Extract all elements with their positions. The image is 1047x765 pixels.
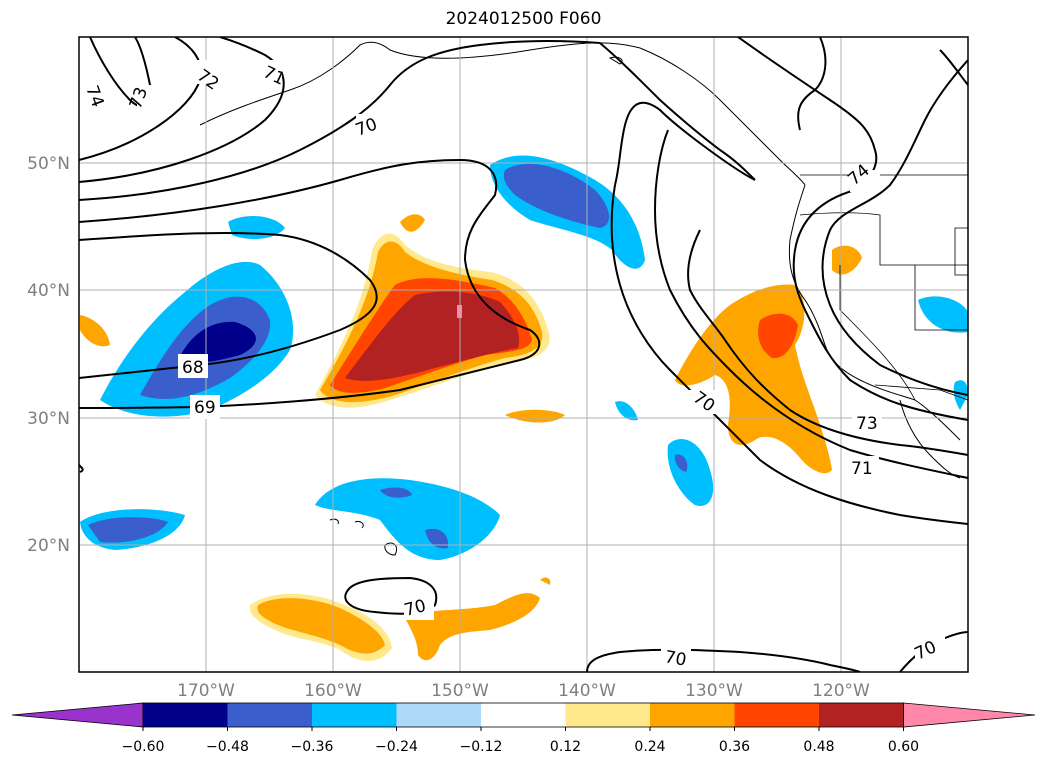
lat-label-40n: 40°N	[27, 281, 70, 301]
colorbar-segment	[481, 703, 566, 727]
contour-labels: 74 73 72 71 70 68 69 70 70 73 71 74 70 7…	[81, 60, 945, 671]
colorbar: −0.60 −0.48 −0.36 −0.24 −0.12 0.12 0.24 0.36 0.4…	[11, 702, 1036, 755]
colorbar-tick-label: −0.36	[291, 739, 334, 755]
lat-label-20n: 20°N	[27, 536, 70, 556]
contour-label-73-east: 73	[856, 414, 878, 434]
colorbar-segment	[396, 703, 482, 727]
map-title: 2024012500 F060	[445, 9, 602, 29]
neg-field-south	[315, 478, 500, 560]
colorbar-tick-label: 0.60	[888, 739, 919, 755]
colorbar-segment	[312, 703, 397, 727]
colorbar-tick-label: 0.48	[803, 739, 834, 755]
colorbar-tick-label: −0.60	[122, 739, 165, 755]
lat-label-30n: 30°N	[27, 409, 70, 429]
colorbar-segment	[143, 703, 228, 727]
lat-label-50n: 50°N	[27, 154, 70, 174]
map-frame	[78, 36, 969, 673]
lon-label-170w: 170°W	[177, 681, 235, 701]
height-contours	[79, 37, 968, 672]
colorbar-segment	[565, 703, 651, 727]
colorbar-tick-label: −0.48	[206, 739, 249, 755]
colorbar-segment	[227, 703, 313, 727]
positive-anomaly-fields	[80, 214, 862, 662]
contour-label-71-east: 71	[851, 459, 873, 479]
contour-label-69: 69	[194, 398, 216, 418]
gridlines	[79, 37, 968, 672]
colorbar-tick-label: 0.36	[719, 739, 750, 755]
contour-label-70-bottom: 70	[663, 647, 688, 670]
colorbar-tick-label: −0.24	[375, 739, 418, 755]
lon-label-140w: 140°W	[558, 681, 616, 701]
colorbar-frame	[142, 702, 904, 728]
longitude-labels: 170°W 160°W 150°W 140°W 130°W 120°W	[177, 681, 870, 701]
colorbar-extend-max	[903, 702, 1036, 728]
map-area: 74 73 72 71 70 68 69 70 70 73 71 74 70 7…	[79, 37, 968, 672]
negative-anomaly-fields	[80, 155, 968, 560]
contour-label-68: 68	[182, 358, 204, 378]
lon-label-130w: 130°W	[685, 681, 743, 701]
colorbar-extend-min	[11, 702, 144, 728]
colorbar-tick-label: 0.24	[634, 739, 665, 755]
latitude-labels: 50°N 40°N 30°N 20°N	[27, 154, 70, 556]
colorbar-tick-label: 0.12	[550, 739, 581, 755]
colorbar-tick-label: −0.12	[460, 739, 503, 755]
colorbar-segment	[734, 703, 820, 727]
lon-label-150w: 150°W	[431, 681, 489, 701]
colorbar-segment	[650, 703, 735, 727]
lon-label-120w: 120°W	[812, 681, 870, 701]
colorbar-segment	[819, 703, 904, 727]
lon-label-160w: 160°W	[304, 681, 362, 701]
